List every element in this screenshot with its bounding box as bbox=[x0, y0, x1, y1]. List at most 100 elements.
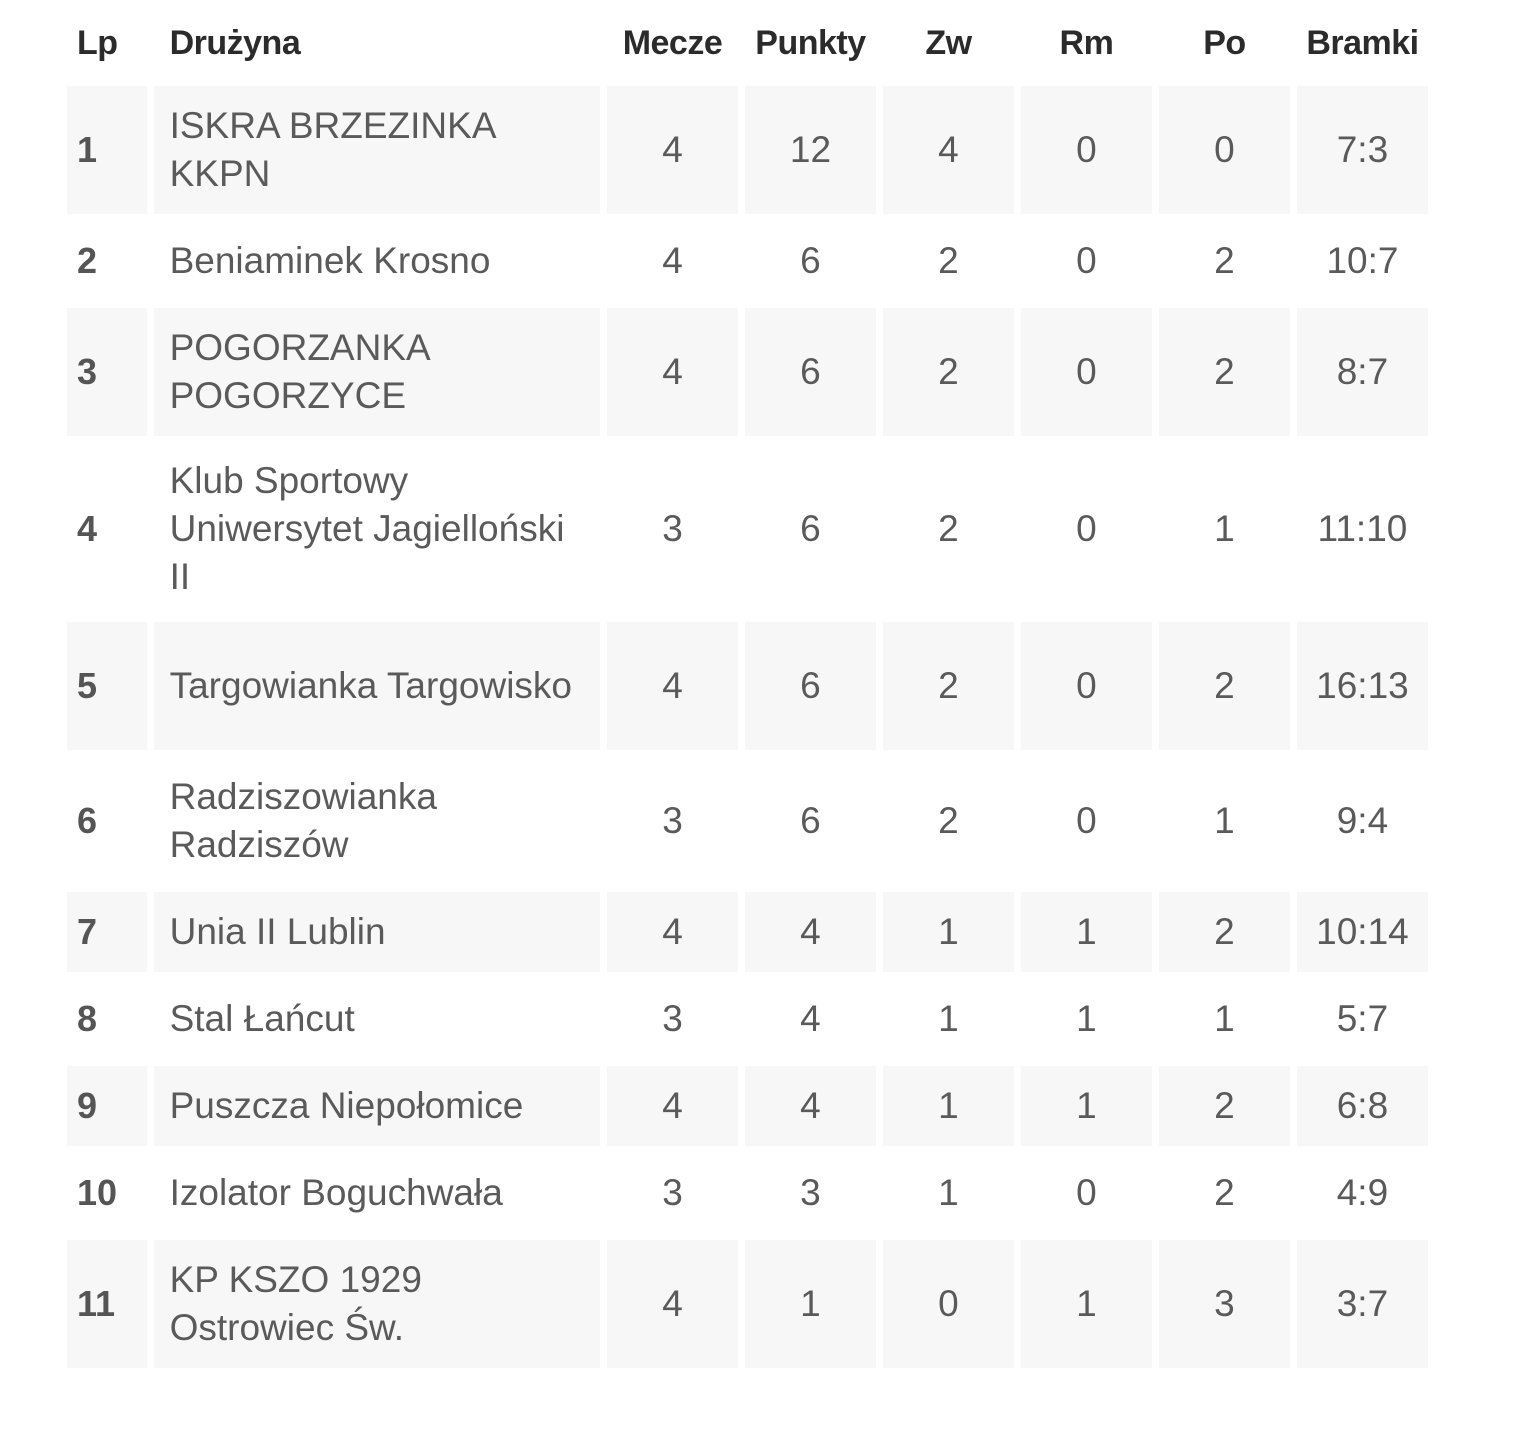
cell-team: Radziszowianka Radziszów bbox=[153, 757, 600, 885]
cell-wins: 1 bbox=[882, 1066, 1014, 1146]
cell-points: 3 bbox=[744, 1153, 876, 1233]
cell-matches: 4 bbox=[606, 86, 738, 214]
cell-lp: 5 bbox=[67, 622, 147, 750]
cell-goals: 7:3 bbox=[1296, 86, 1428, 214]
cell-team: Unia II Lublin bbox=[153, 892, 600, 972]
cell-lp: 3 bbox=[67, 308, 147, 436]
cell-lp: 6 bbox=[67, 757, 147, 885]
cell-draws: 0 bbox=[1020, 86, 1152, 214]
cell-wins: 2 bbox=[882, 308, 1014, 436]
cell-points: 4 bbox=[744, 979, 876, 1059]
cell-losses: 2 bbox=[1158, 892, 1290, 972]
cell-points: 6 bbox=[744, 221, 876, 301]
cell-losses: 0 bbox=[1158, 86, 1290, 214]
cell-lp: 7 bbox=[67, 892, 147, 972]
cell-lp: 10 bbox=[67, 1153, 147, 1233]
header-lp: Lp bbox=[77, 23, 118, 62]
cell-losses: 1 bbox=[1158, 757, 1290, 885]
header-row: Lp Drużyna Mecze Punkty Zw Rm Po Bramki bbox=[67, 7, 1428, 79]
header-losses: Po bbox=[1203, 23, 1246, 62]
cell-matches: 3 bbox=[606, 979, 738, 1059]
cell-goals: 8:7 bbox=[1296, 308, 1428, 436]
cell-lp: 9 bbox=[67, 1066, 147, 1146]
cell-goals: 3:7 bbox=[1296, 1240, 1428, 1368]
table-row: 6 Radziszowianka Radziszów 3 6 2 0 1 9:4 bbox=[67, 757, 1428, 885]
header-team: Drużyna bbox=[169, 23, 301, 62]
table-row: 4 Klub Sportowy Uniwersytet Jagielloński… bbox=[67, 443, 1428, 615]
cell-wins: 0 bbox=[882, 1240, 1014, 1368]
cell-matches: 3 bbox=[606, 1153, 738, 1233]
standings-table: Lp Drużyna Mecze Punkty Zw Rm Po Bramki … bbox=[60, 0, 1435, 1375]
cell-wins: 1 bbox=[882, 979, 1014, 1059]
cell-wins: 2 bbox=[882, 221, 1014, 301]
header-draws: Rm bbox=[1059, 23, 1114, 62]
cell-lp: 2 bbox=[67, 221, 147, 301]
cell-losses: 1 bbox=[1158, 443, 1290, 615]
cell-goals: 4:9 bbox=[1296, 1153, 1428, 1233]
cell-draws: 0 bbox=[1020, 1153, 1152, 1233]
cell-losses: 1 bbox=[1158, 979, 1290, 1059]
cell-points: 4 bbox=[744, 1066, 876, 1146]
header-wins: Zw bbox=[925, 23, 972, 62]
cell-matches: 4 bbox=[606, 1240, 738, 1368]
cell-team: Beniaminek Krosno bbox=[153, 221, 600, 301]
table-row: 7 Unia II Lublin 4 4 1 1 2 10:14 bbox=[67, 892, 1428, 972]
cell-points: 4 bbox=[744, 892, 876, 972]
header-matches: Mecze bbox=[622, 23, 723, 62]
cell-losses: 2 bbox=[1158, 1066, 1290, 1146]
cell-goals: 5:7 bbox=[1296, 979, 1428, 1059]
cell-points: 6 bbox=[744, 443, 876, 615]
cell-draws: 0 bbox=[1020, 622, 1152, 750]
cell-points: 6 bbox=[744, 622, 876, 750]
cell-draws: 0 bbox=[1020, 757, 1152, 885]
cell-lp: 8 bbox=[67, 979, 147, 1059]
cell-losses: 2 bbox=[1158, 308, 1290, 436]
cell-goals: 16:13 bbox=[1296, 622, 1428, 750]
table-row: 2 Beniaminek Krosno 4 6 2 0 2 10:7 bbox=[67, 221, 1428, 301]
cell-matches: 4 bbox=[606, 1066, 738, 1146]
cell-points: 12 bbox=[744, 86, 876, 214]
cell-team: POGORZANKA POGORZYCE bbox=[153, 308, 600, 436]
cell-matches: 4 bbox=[606, 221, 738, 301]
cell-wins: 1 bbox=[882, 892, 1014, 972]
cell-wins: 2 bbox=[882, 622, 1014, 750]
header-goals: Bramki bbox=[1306, 23, 1419, 62]
league-standings-table: Lp Drużyna Mecze Punkty Zw Rm Po Bramki … bbox=[64, 0, 1428, 1375]
table-row: 3 POGORZANKA POGORZYCE 4 6 2 0 2 8:7 bbox=[67, 308, 1428, 436]
cell-lp: 1 bbox=[67, 86, 147, 214]
cell-wins: 1 bbox=[882, 1153, 1014, 1233]
cell-points: 6 bbox=[744, 757, 876, 885]
cell-goals: 10:14 bbox=[1296, 892, 1428, 972]
cell-wins: 4 bbox=[882, 86, 1014, 214]
cell-lp: 11 bbox=[67, 1240, 147, 1368]
table-row: 10 Izolator Boguchwała 3 3 1 0 2 4:9 bbox=[67, 1153, 1428, 1233]
cell-draws: 1 bbox=[1020, 979, 1152, 1059]
cell-wins: 2 bbox=[882, 443, 1014, 615]
cell-losses: 2 bbox=[1158, 622, 1290, 750]
cell-draws: 1 bbox=[1020, 1240, 1152, 1368]
cell-matches: 4 bbox=[606, 892, 738, 972]
cell-team: Stal Łańcut bbox=[153, 979, 600, 1059]
cell-draws: 1 bbox=[1020, 892, 1152, 972]
cell-team: KP KSZO 1929 Ostrowiec Św. bbox=[153, 1240, 600, 1368]
cell-goals: 6:8 bbox=[1296, 1066, 1428, 1146]
cell-matches: 3 bbox=[606, 443, 738, 615]
cell-goals: 10:7 bbox=[1296, 221, 1428, 301]
table-row: 8 Stal Łańcut 3 4 1 1 1 5:7 bbox=[67, 979, 1428, 1059]
cell-wins: 2 bbox=[882, 757, 1014, 885]
cell-team: Klub Sportowy Uniwersytet Jagielloński I… bbox=[153, 443, 600, 615]
table-row: 9 Puszcza Niepołomice 4 4 1 1 2 6:8 bbox=[67, 1066, 1428, 1146]
cell-team: Puszcza Niepołomice bbox=[153, 1066, 600, 1146]
cell-draws: 1 bbox=[1020, 1066, 1152, 1146]
header-points: Punkty bbox=[755, 23, 866, 62]
table-row: 1 ISKRA BRZEZINKA KKPN 4 12 4 0 0 7:3 bbox=[67, 86, 1428, 214]
cell-draws: 0 bbox=[1020, 443, 1152, 615]
cell-lp: 4 bbox=[67, 443, 147, 615]
cell-losses: 3 bbox=[1158, 1240, 1290, 1368]
cell-team: Targowianka Targowisko bbox=[153, 622, 600, 750]
cell-team: ISKRA BRZEZINKA KKPN bbox=[153, 86, 600, 214]
cell-losses: 2 bbox=[1158, 1153, 1290, 1233]
cell-points: 6 bbox=[744, 308, 876, 436]
cell-points: 1 bbox=[744, 1240, 876, 1368]
table-row: 5 Targowianka Targowisko 4 6 2 0 2 16:13 bbox=[67, 622, 1428, 750]
